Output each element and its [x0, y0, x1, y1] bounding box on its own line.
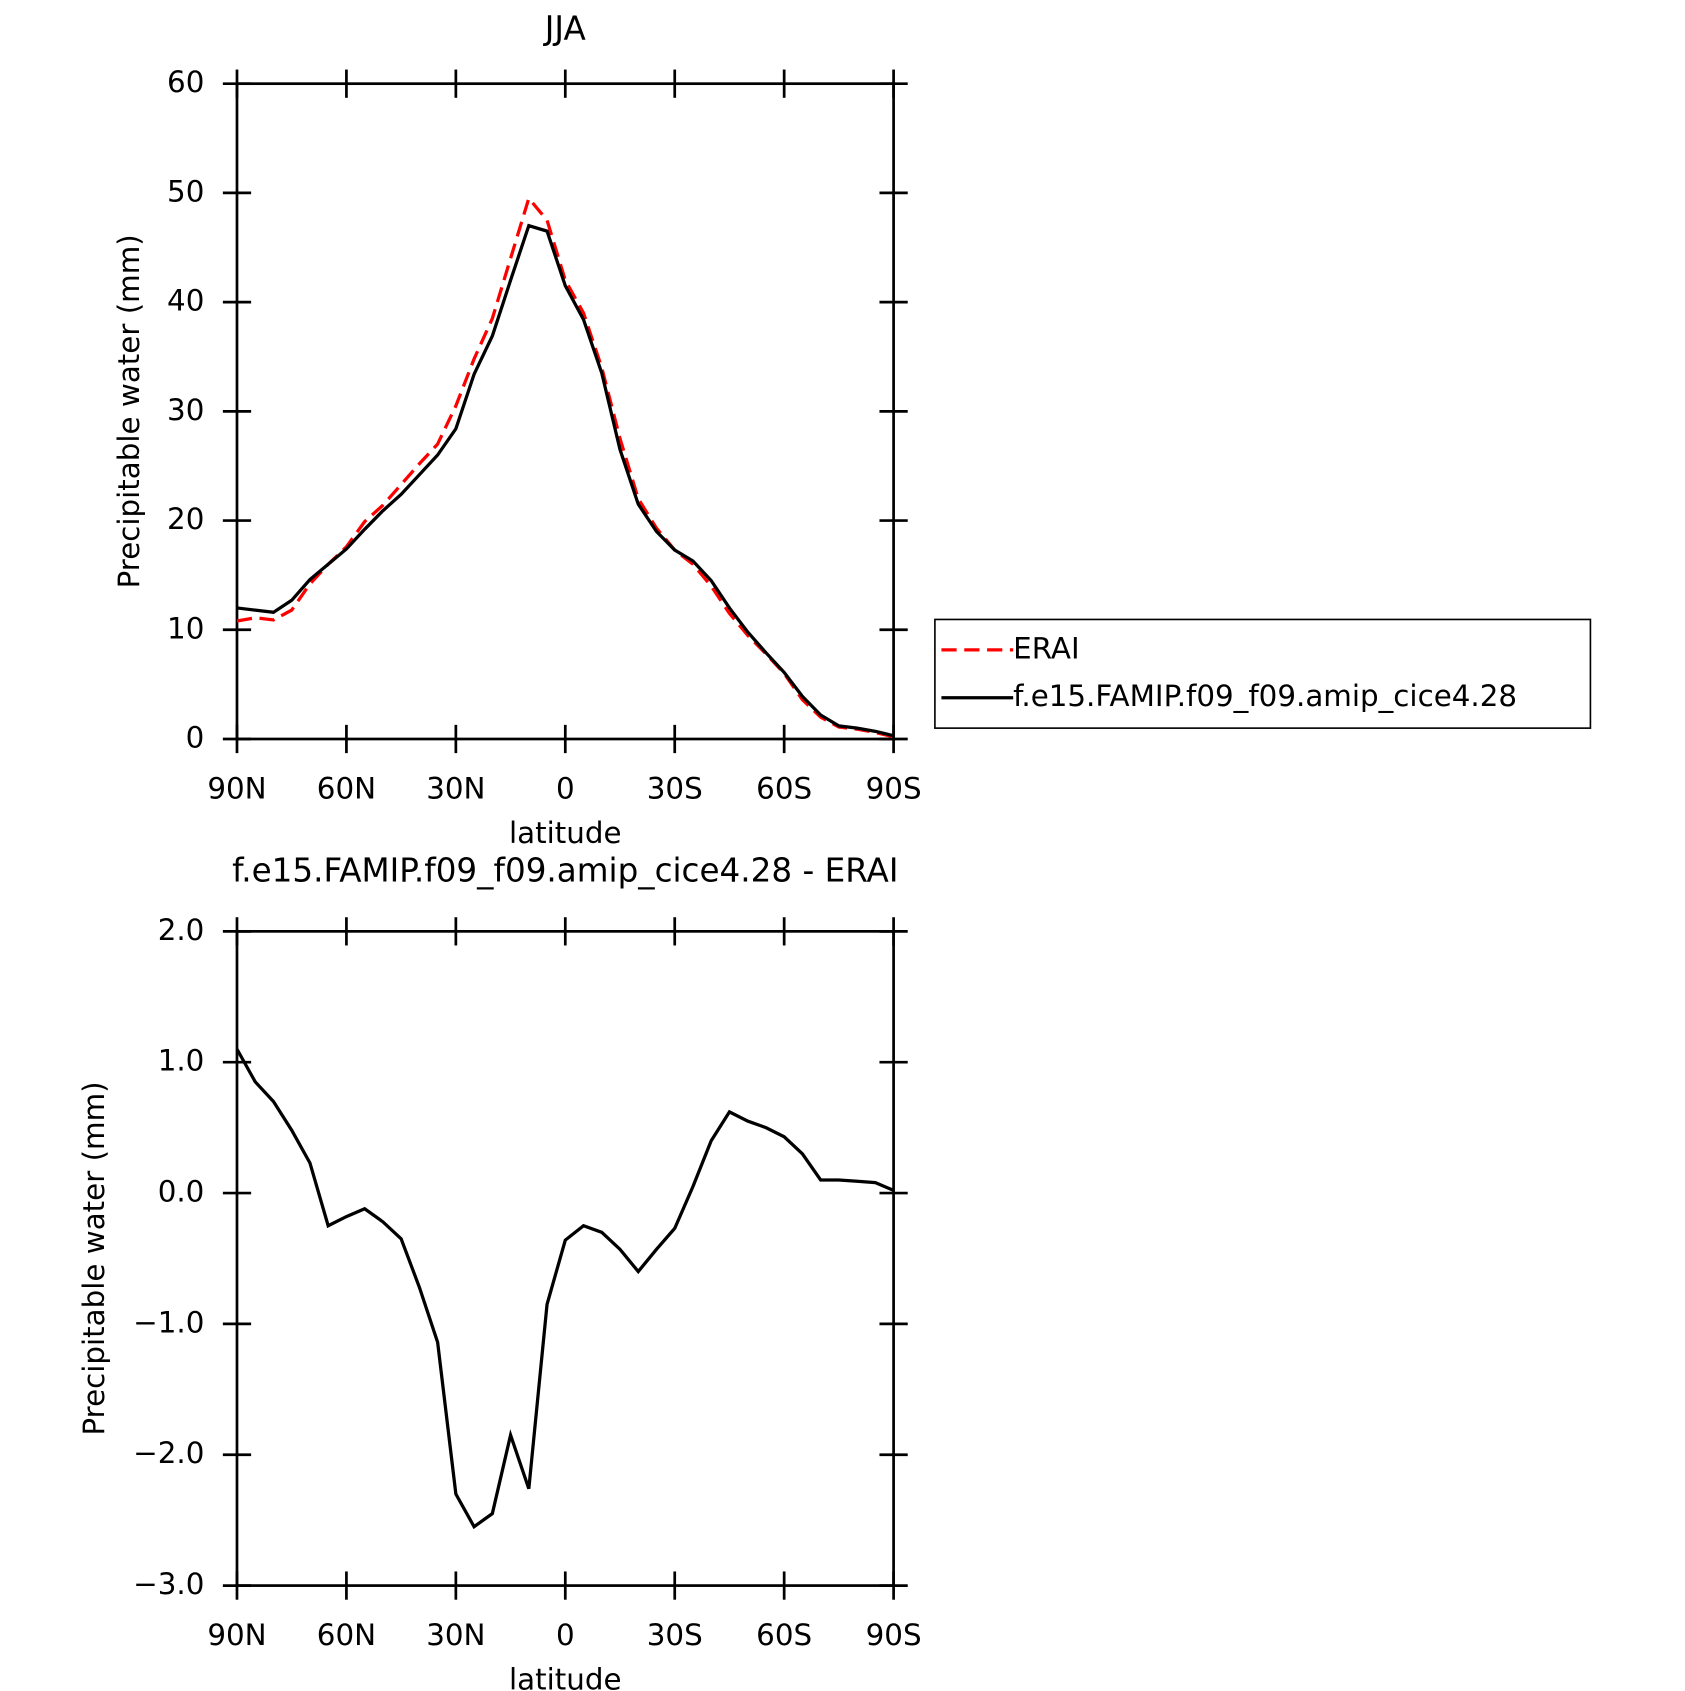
- x-tick-label: 30N: [426, 1618, 485, 1652]
- y-tick-label: −3.0: [133, 1567, 204, 1601]
- data-line: [236, 223, 894, 738]
- y-tick-label: −2.0: [133, 1436, 204, 1470]
- x-tick-label: 90S: [866, 772, 922, 806]
- x-tick-label: 90S: [866, 1618, 922, 1652]
- y-tick-label: 60: [167, 65, 204, 99]
- legend-label: f.e15.FAMIP.f09_f09.amip_cice4.28: [1013, 679, 1517, 713]
- data-line: [235, 1048, 895, 1530]
- y-tick-label: 0.0: [158, 1175, 205, 1209]
- y-tick-label: 1.0: [158, 1044, 205, 1078]
- data-line: [236, 194, 894, 739]
- y-tick-label: 0: [186, 721, 205, 755]
- y-tick-label: −1.0: [133, 1305, 204, 1339]
- y-axis-label: Precipitable water (mm): [112, 234, 146, 588]
- y-tick-label: 2.0: [158, 913, 205, 947]
- x-tick-label: 30S: [647, 772, 703, 806]
- y-tick-label: 30: [167, 393, 204, 427]
- x-tick-label: 60S: [756, 772, 812, 806]
- x-tick-label: 90N: [207, 772, 266, 806]
- x-tick-label: 0: [556, 1618, 575, 1652]
- y-tick-label: 10: [167, 611, 204, 645]
- x-axis-label: latitude: [509, 816, 622, 850]
- legend-box: [934, 618, 1592, 729]
- x-tick-label: 0: [556, 772, 575, 806]
- x-tick-label: 60N: [317, 772, 376, 806]
- x-tick-label: 30S: [647, 1618, 703, 1652]
- y-tick-label: 50: [167, 174, 204, 208]
- y-tick-label: 40: [167, 284, 204, 318]
- y-axis-label: Precipitable water (mm): [77, 1081, 111, 1435]
- x-axis-label: latitude: [509, 1663, 622, 1691]
- chart-title: JJA: [543, 9, 587, 47]
- legend-label: ERAI: [1013, 631, 1079, 665]
- x-tick-label: 60S: [756, 1618, 812, 1652]
- chart-title: f.e15.FAMIP.f09_f09.amip_cice4.28 - ERAI: [232, 852, 898, 890]
- x-tick-label: 90N: [207, 1618, 266, 1652]
- plot-frame: [235, 82, 895, 741]
- plot-frame: [235, 929, 895, 1587]
- x-tick-label: 30N: [426, 772, 485, 806]
- x-tick-label: 60N: [317, 1618, 376, 1652]
- y-tick-label: 20: [167, 502, 204, 536]
